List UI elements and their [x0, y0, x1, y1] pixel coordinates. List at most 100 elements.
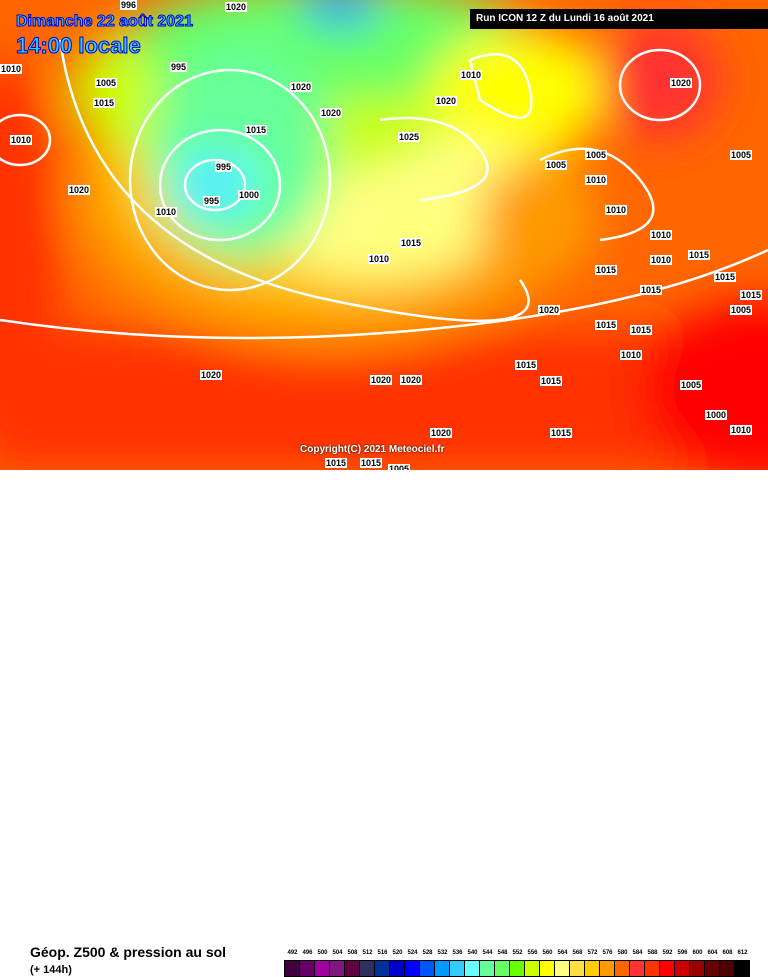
legend-label: 508: [347, 950, 358, 956]
color-scale-legend: 492 496 500 504 508 512 516 520 524 528 532 536 540 5…: [284, 950, 750, 977]
legend-item: 556: [524, 950, 540, 977]
isobar-label: 1015: [740, 290, 763, 300]
legend-label: 584: [632, 950, 643, 956]
legend-item: 584: [629, 950, 645, 977]
legend-label: 604: [707, 950, 718, 956]
legend-label: 492: [287, 950, 298, 956]
legend-item: 576: [599, 950, 615, 977]
legend-item: 564: [554, 950, 570, 977]
legend-label: 568: [572, 950, 583, 956]
footer: Géop. Z500 & pression au sol (+ 144h) 49…: [0, 470, 768, 977]
legend-label: 528: [422, 950, 433, 956]
weather-map: 1020 996 995 1010 1005 1015 1010 1020 1020 1020 10…: [0, 0, 768, 470]
legend-label: 572: [587, 950, 598, 956]
legend-item: 500: [314, 950, 330, 977]
legend-swatch: [674, 960, 690, 977]
isobar-label: 1005: [680, 380, 703, 390]
isobar-label: 1005: [730, 305, 753, 315]
legend-swatch: [644, 960, 660, 977]
isobar-label: 1010: [585, 175, 608, 185]
legend-item: 532: [434, 950, 450, 977]
legend-item: 572: [584, 950, 600, 977]
legend-label: 496: [302, 950, 313, 956]
legend-label: 600: [692, 950, 703, 956]
legend-label: 596: [677, 950, 688, 956]
legend-label: 592: [662, 950, 673, 956]
isobar-label: 1010: [650, 255, 673, 265]
legend-label: 560: [542, 950, 553, 956]
legend-item: 504: [329, 950, 345, 977]
run-info: Run ICON 12 Z du Lundi 16 août 2021: [470, 9, 768, 29]
isobar-label: 1005: [730, 150, 753, 160]
isobar-label: 1020: [68, 185, 91, 195]
legend-item: 568: [569, 950, 585, 977]
legend-swatch: [314, 960, 330, 977]
copyright: Copyright(C) 2021 Meteociel.fr: [300, 444, 445, 455]
legend-item: 496: [299, 950, 315, 977]
legend-item: 600: [689, 950, 705, 977]
product-title: Géop. Z500 & pression au sol: [30, 944, 227, 960]
legend-item: 608: [719, 950, 735, 977]
legend-label: 524: [407, 950, 418, 956]
isobar-label: 1010: [0, 64, 23, 74]
isobar-label: 1015: [640, 285, 663, 295]
isobar-label: 1020: [290, 82, 313, 92]
legend-item: 596: [674, 950, 690, 977]
legend-swatch: [404, 960, 420, 977]
isobar-label: 1005: [388, 464, 411, 470]
legend-item: 588: [644, 950, 660, 977]
legend-label: 500: [317, 950, 328, 956]
legend-item: 536: [449, 950, 465, 977]
isobar-label: 995: [170, 62, 188, 72]
legend-item: 528: [419, 950, 435, 977]
legend-swatch: [284, 960, 300, 977]
isobar-label: 1015: [540, 376, 563, 386]
isobar-lines: [0, 39, 768, 340]
legend-label: 520: [392, 950, 403, 956]
legend-item: 508: [344, 950, 360, 977]
legend-item: 580: [614, 950, 630, 977]
legend-label: 544: [482, 950, 493, 956]
legend-item: 604: [704, 950, 720, 977]
legend-swatch: [494, 960, 510, 977]
legend-label: 588: [647, 950, 658, 956]
legend-label: 552: [512, 950, 523, 956]
isobar-label: 1025: [398, 132, 421, 142]
isobar-label: 1020: [400, 375, 423, 385]
isobar-label: 1020: [320, 108, 343, 118]
isobar-label: 1010: [10, 135, 33, 145]
legend-swatch: [389, 960, 405, 977]
isobar-label: 1010: [605, 205, 628, 215]
isobar-label: 1015: [550, 428, 573, 438]
legend-item: 512: [359, 950, 375, 977]
legend-swatch: [719, 960, 735, 977]
legend-swatch: [359, 960, 375, 977]
isobar-label: 1010: [620, 350, 643, 360]
legend-label: 532: [437, 950, 448, 956]
isobar-label: 995: [203, 196, 221, 206]
isobar-label: 1015: [515, 360, 538, 370]
legend-swatch: [584, 960, 600, 977]
isobar-label: 1010: [460, 70, 483, 80]
legend-item: 552: [509, 950, 525, 977]
isobar-label: 1015: [360, 458, 383, 468]
legend-label: 564: [557, 950, 568, 956]
legend-label: 512: [362, 950, 373, 956]
legend-label: 504: [332, 950, 343, 956]
isobar-label: 1020: [670, 78, 693, 88]
legend-item: 592: [659, 950, 675, 977]
isobar-label: 1000: [238, 190, 261, 200]
legend-swatch: [374, 960, 390, 977]
isobar-label: 996: [120, 0, 138, 10]
legend-swatch: [524, 960, 540, 977]
legend-item: 612: [734, 950, 750, 977]
isobar-label: 1020: [225, 2, 248, 12]
isobar-label: 1010: [650, 230, 673, 240]
legend-swatch: [569, 960, 585, 977]
legend-swatch: [509, 960, 525, 977]
legend-label: 540: [467, 950, 478, 956]
legend-label: 548: [497, 950, 508, 956]
legend-item: 516: [374, 950, 390, 977]
legend-swatch: [689, 960, 705, 977]
forecast-date: Dimanche 22 août 2021: [16, 13, 194, 31]
